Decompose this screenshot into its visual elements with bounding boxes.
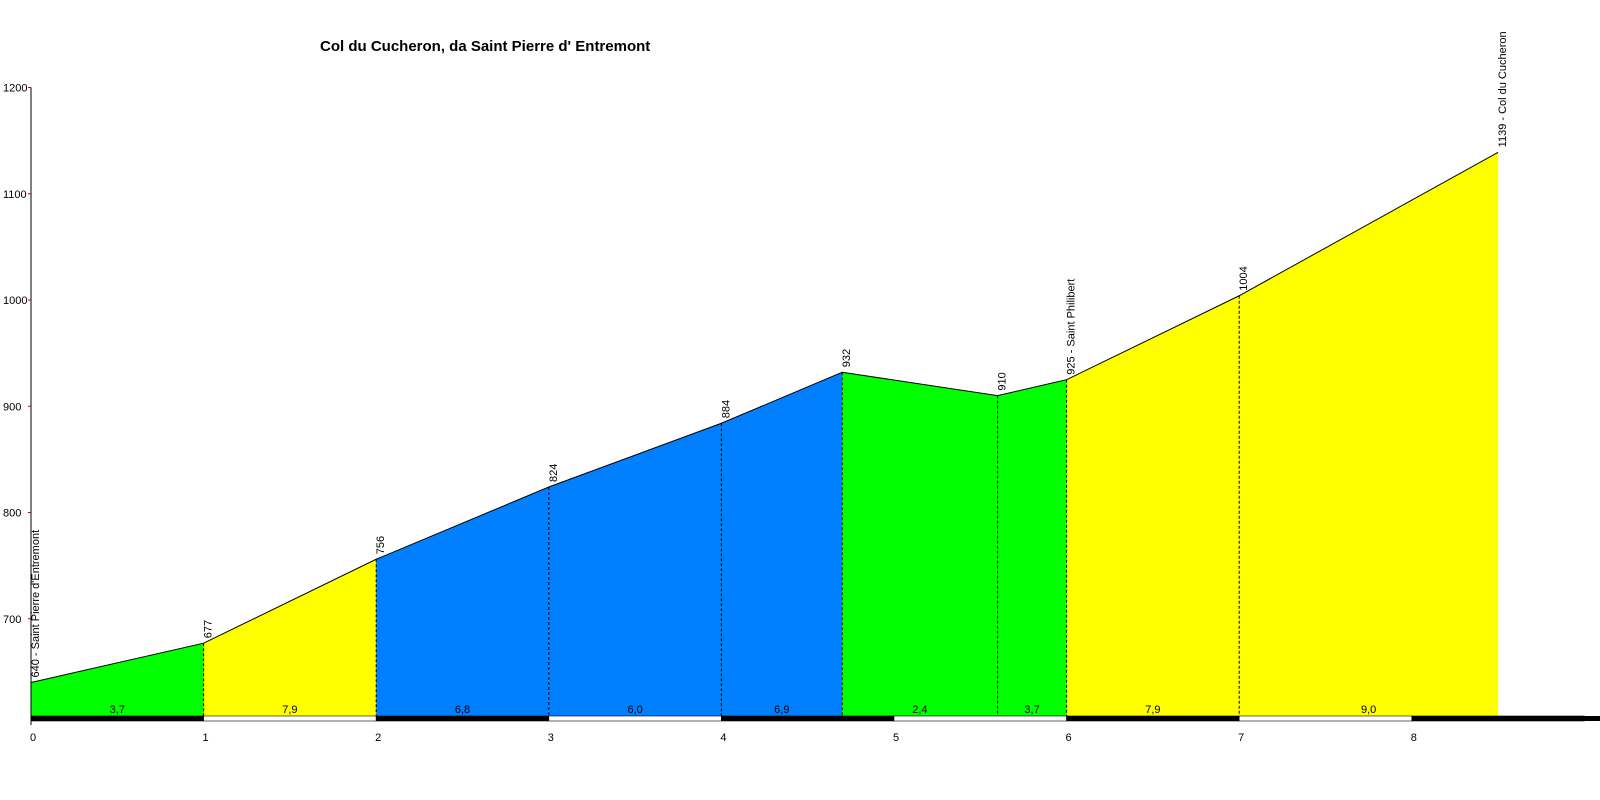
y-tick-label: 800 (3, 508, 21, 520)
gradient-label: 7,9 (282, 704, 297, 716)
x-tick-label: 0 (30, 732, 36, 744)
gradient-label: 7,9 (1145, 704, 1160, 716)
km-bar-block (1238, 715, 1413, 722)
elevation-label: 677 (203, 620, 215, 638)
y-tick-label: 900 (3, 401, 21, 413)
elevation-labels: 640 - Saint Pierre d'Entremont 677 756 824 8… (30, 31, 1509, 677)
km-bar-block (375, 715, 550, 722)
elevation-profile-line (30, 151, 1499, 683)
segment-area (997, 379, 1067, 717)
segment-area (548, 423, 722, 717)
km-bar-block (30, 715, 204, 722)
elevation-label: 1004 (1238, 266, 1250, 290)
x-tick-label: 2 (375, 732, 381, 744)
gradient-label: 6,8 (455, 704, 470, 716)
x-tick-label: 5 (893, 732, 899, 744)
segment-area (1066, 295, 1240, 717)
x-tick-label: 6 (1066, 732, 1072, 744)
km-bar-block (1066, 715, 1240, 722)
elevation-label: 824 (548, 464, 560, 482)
x-tick-label: 7 (1238, 732, 1244, 744)
elevation-label: 640 - Saint Pierre d'Entremont (30, 530, 42, 678)
elevation-label: 1139 - Col du Cucheron (1497, 31, 1509, 147)
y-tick-label: 1100 (3, 189, 27, 201)
segment-area (1239, 152, 1499, 717)
km-bar-block (721, 715, 895, 722)
segment-area (842, 372, 998, 717)
gradient-label: 3,7 (1024, 704, 1039, 716)
y-tick-label: 1000 (3, 295, 27, 307)
gradient-areas (31, 152, 1499, 717)
x-tick-label: 1 (203, 732, 209, 744)
x-tick-label: 8 (1411, 732, 1417, 744)
km-bar-block (1584, 716, 1600, 721)
chart-title: Col du Cucheron, da Saint Pierre d' Entr… (320, 38, 651, 55)
y-tick-label: 700 (3, 614, 21, 626)
y-tick-label: 1200 (3, 83, 27, 95)
x-tick-label: 4 (720, 732, 726, 744)
segment-area (376, 487, 549, 717)
gradient-label: 6,0 (627, 704, 642, 716)
elevation-label: 910 (997, 372, 1009, 390)
segment-dividers (203, 295, 1240, 717)
gradient-label: 9,0 (1361, 704, 1376, 716)
y-axis: 700 800 900 1000 1100 1200 (3, 83, 32, 725)
x-tick-label: 3 (548, 732, 554, 744)
segment-area (31, 643, 204, 717)
elevation-label: 932 (841, 349, 853, 367)
segment-area (203, 559, 377, 717)
x-axis: 0 1 2 3 4 5 6 7 8 (30, 732, 1417, 744)
elevation-label: 884 (720, 400, 732, 418)
gradient-labels: 3,7 7,9 6,8 6,0 6,9 2,4 3,7 7,9 9,0 (110, 704, 1377, 716)
kilometer-scale-bar (30, 715, 1600, 722)
gradient-label: 6,9 (774, 704, 789, 716)
elevation-label: 756 (375, 536, 387, 554)
elevation-label: 925 - Saint Philibert (1066, 279, 1078, 375)
km-bar-block (548, 715, 722, 722)
km-bar-block (893, 715, 1067, 722)
km-bar-block (1411, 715, 1585, 722)
segment-area (721, 372, 843, 717)
km-bar-block (203, 715, 377, 722)
gradient-label: 2,4 (912, 704, 927, 716)
gradient-label: 3,7 (110, 704, 125, 716)
